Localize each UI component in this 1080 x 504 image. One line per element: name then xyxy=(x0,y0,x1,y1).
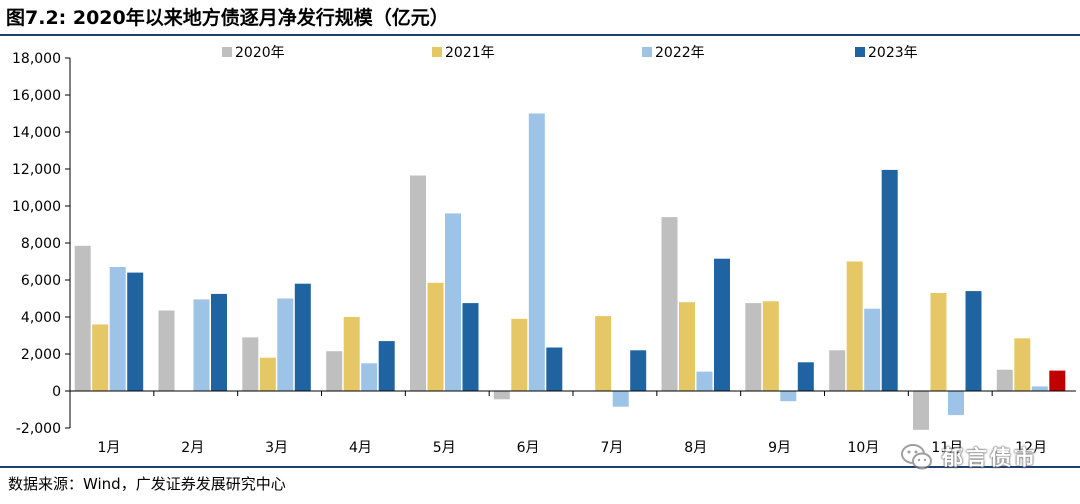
bar-2021年-9月 xyxy=(762,301,779,391)
wechat-icon xyxy=(901,444,932,470)
y-tick-label: 18,000 xyxy=(12,51,61,67)
x-axis: 1月 2月 3月 4月 5月 6月 7月 8月 9月 10月 11月 12月 xyxy=(70,390,1076,456)
bar-2020年-5月 xyxy=(410,175,426,391)
bars xyxy=(74,113,1066,430)
bar-2023年-8月 xyxy=(714,258,730,391)
watermark-text: 郁言债市 xyxy=(942,446,1038,470)
y-tick-label: 12,000 xyxy=(12,162,61,178)
title-rule xyxy=(0,34,1080,36)
legend-swatch xyxy=(642,47,652,57)
x-tick-label: 9月 xyxy=(768,440,791,456)
bar-2020年-6月 xyxy=(493,391,510,400)
x-tick-label: 4月 xyxy=(349,440,372,456)
bar-2020年-9月 xyxy=(745,303,762,391)
bar-2021年-10月 xyxy=(846,261,863,391)
bar-chart: -2,000 0 2,000 4,000 6,000 8,000 10,000 12,000 1… xyxy=(12,45,1076,456)
bar-2022年-8月 xyxy=(696,371,713,391)
y-tick-label: 8,000 xyxy=(21,236,61,252)
chart-title: 图7.2: 2020年以来地方债逐月净发行规模（亿元） xyxy=(6,7,449,29)
bar-2023年-10月 xyxy=(881,169,898,391)
bar-2022年-2月 xyxy=(193,299,210,391)
bar-2020年-2月 xyxy=(158,310,175,391)
x-tick-label: 5月 xyxy=(433,440,456,456)
y-tick-label: 4,000 xyxy=(21,310,61,326)
legend: 2020年 2021年 2022年 2023年 xyxy=(222,45,918,61)
x-tick-label: 1月 xyxy=(97,440,120,456)
bar-2021年-1月 xyxy=(92,324,109,391)
bar-2022年-1月 xyxy=(109,267,126,391)
bar-2023年-1月 xyxy=(127,272,144,391)
bar-2022年-5月 xyxy=(445,213,461,391)
bar-2023年-12月 xyxy=(1049,370,1066,391)
y-tick-label: 16,000 xyxy=(12,88,61,104)
bar-2022年-4月 xyxy=(361,363,378,392)
bar-2021年-6月 xyxy=(511,318,528,391)
bar-2020年-12月 xyxy=(996,369,1013,391)
bar-2023年-7月 xyxy=(630,350,647,391)
y-tick-label: 0 xyxy=(52,384,61,400)
y-axis: -2,000 0 2,000 4,000 6,000 8,000 10,000 12,000 1… xyxy=(12,51,71,437)
x-tick-label: 11月 xyxy=(931,440,963,456)
bar-2022年-10月 xyxy=(864,308,881,391)
bar-2022年-12月 xyxy=(1031,386,1048,391)
bar-2023年-11月 xyxy=(965,291,982,391)
watermark: 郁言债市 xyxy=(900,440,1070,474)
bar-2023年-6月 xyxy=(546,347,563,391)
bar-2021年-3月 xyxy=(259,357,276,391)
legend-swatch xyxy=(222,47,232,57)
x-tick-label: 3月 xyxy=(265,440,288,456)
bar-2022年-9月 xyxy=(780,391,797,402)
x-tick-label: 8月 xyxy=(684,440,707,456)
bar-2021年-5月 xyxy=(427,282,444,391)
bar-2021年-7月 xyxy=(595,316,612,391)
bar-2023年-4月 xyxy=(378,341,395,391)
source-note: 数据来源：Wind，广发证券发展研究中心 xyxy=(8,475,286,493)
x-tick-label: 10月 xyxy=(848,440,880,456)
legend-label: 2021年 xyxy=(445,45,495,61)
legend-label: 2023年 xyxy=(868,45,918,61)
bar-2023年-5月 xyxy=(462,303,479,391)
x-tick-label: 7月 xyxy=(600,440,623,456)
x-tick-label: 12月 xyxy=(1015,440,1047,456)
legend-label: 2022年 xyxy=(655,45,705,61)
y-tick-label: 6,000 xyxy=(21,273,61,289)
bar-2020年-11月 xyxy=(913,391,929,430)
bar-2021年-11月 xyxy=(930,293,947,391)
bar-2022年-6月 xyxy=(528,113,545,391)
bar-2023年-2月 xyxy=(211,293,227,391)
y-tick-label: 14,000 xyxy=(12,125,61,141)
bar-2020年-4月 xyxy=(326,351,343,391)
bar-2021年-12月 xyxy=(1014,338,1031,391)
bar-2021年-8月 xyxy=(679,302,695,391)
bar-2023年-3月 xyxy=(294,283,311,391)
bar-2022年-11月 xyxy=(948,391,964,416)
bar-2020年-1月 xyxy=(74,245,91,391)
y-tick-label: -2,000 xyxy=(16,421,61,437)
bar-2020年-10月 xyxy=(829,350,846,391)
bar-2022年-7月 xyxy=(612,391,629,407)
x-tick-label: 6月 xyxy=(517,440,540,456)
legend-swatch xyxy=(855,47,865,57)
legend-label: 2020年 xyxy=(235,45,285,61)
bar-2020年-8月 xyxy=(661,217,678,391)
bar-2020年-3月 xyxy=(242,337,259,391)
y-tick-label: 10,000 xyxy=(12,199,61,215)
x-tick-label: 2月 xyxy=(181,440,204,456)
bar-2023年-9月 xyxy=(797,362,814,391)
y-tick-label: 2,000 xyxy=(21,347,61,363)
legend-swatch xyxy=(432,47,442,57)
bar-2021年-4月 xyxy=(343,317,360,391)
footer-rule xyxy=(0,466,1080,468)
bar-2022年-3月 xyxy=(277,298,294,391)
